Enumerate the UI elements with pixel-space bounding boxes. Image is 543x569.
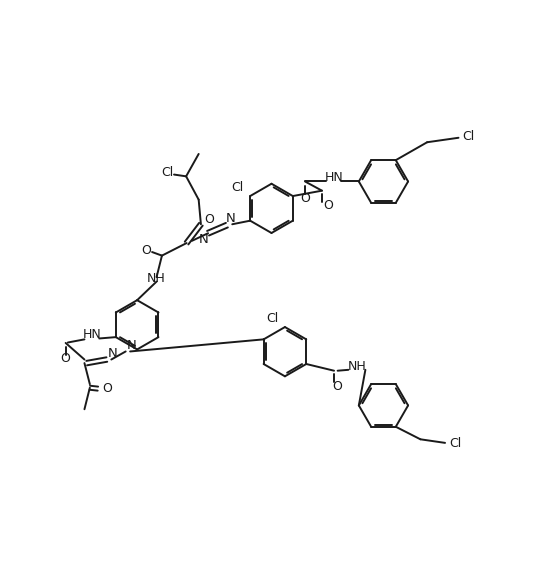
- Text: HN: HN: [83, 328, 102, 341]
- Text: Cl: Cl: [231, 182, 244, 195]
- Text: O: O: [333, 380, 343, 393]
- Text: N: N: [127, 339, 137, 352]
- Text: O: O: [60, 352, 70, 365]
- Text: O: O: [204, 213, 214, 226]
- Text: O: O: [300, 192, 310, 205]
- Text: HN: HN: [325, 171, 344, 184]
- Text: Cl: Cl: [462, 130, 475, 143]
- Text: O: O: [141, 244, 151, 257]
- Text: N: N: [108, 347, 117, 360]
- Text: O: O: [324, 199, 333, 212]
- Text: Cl: Cl: [161, 166, 173, 179]
- Text: Cl: Cl: [449, 438, 461, 450]
- Text: O: O: [102, 382, 112, 395]
- Text: N: N: [199, 233, 209, 246]
- Text: Cl: Cl: [266, 312, 279, 324]
- Text: N: N: [226, 212, 236, 225]
- Text: NH: NH: [348, 360, 367, 373]
- Text: NH: NH: [147, 273, 166, 286]
